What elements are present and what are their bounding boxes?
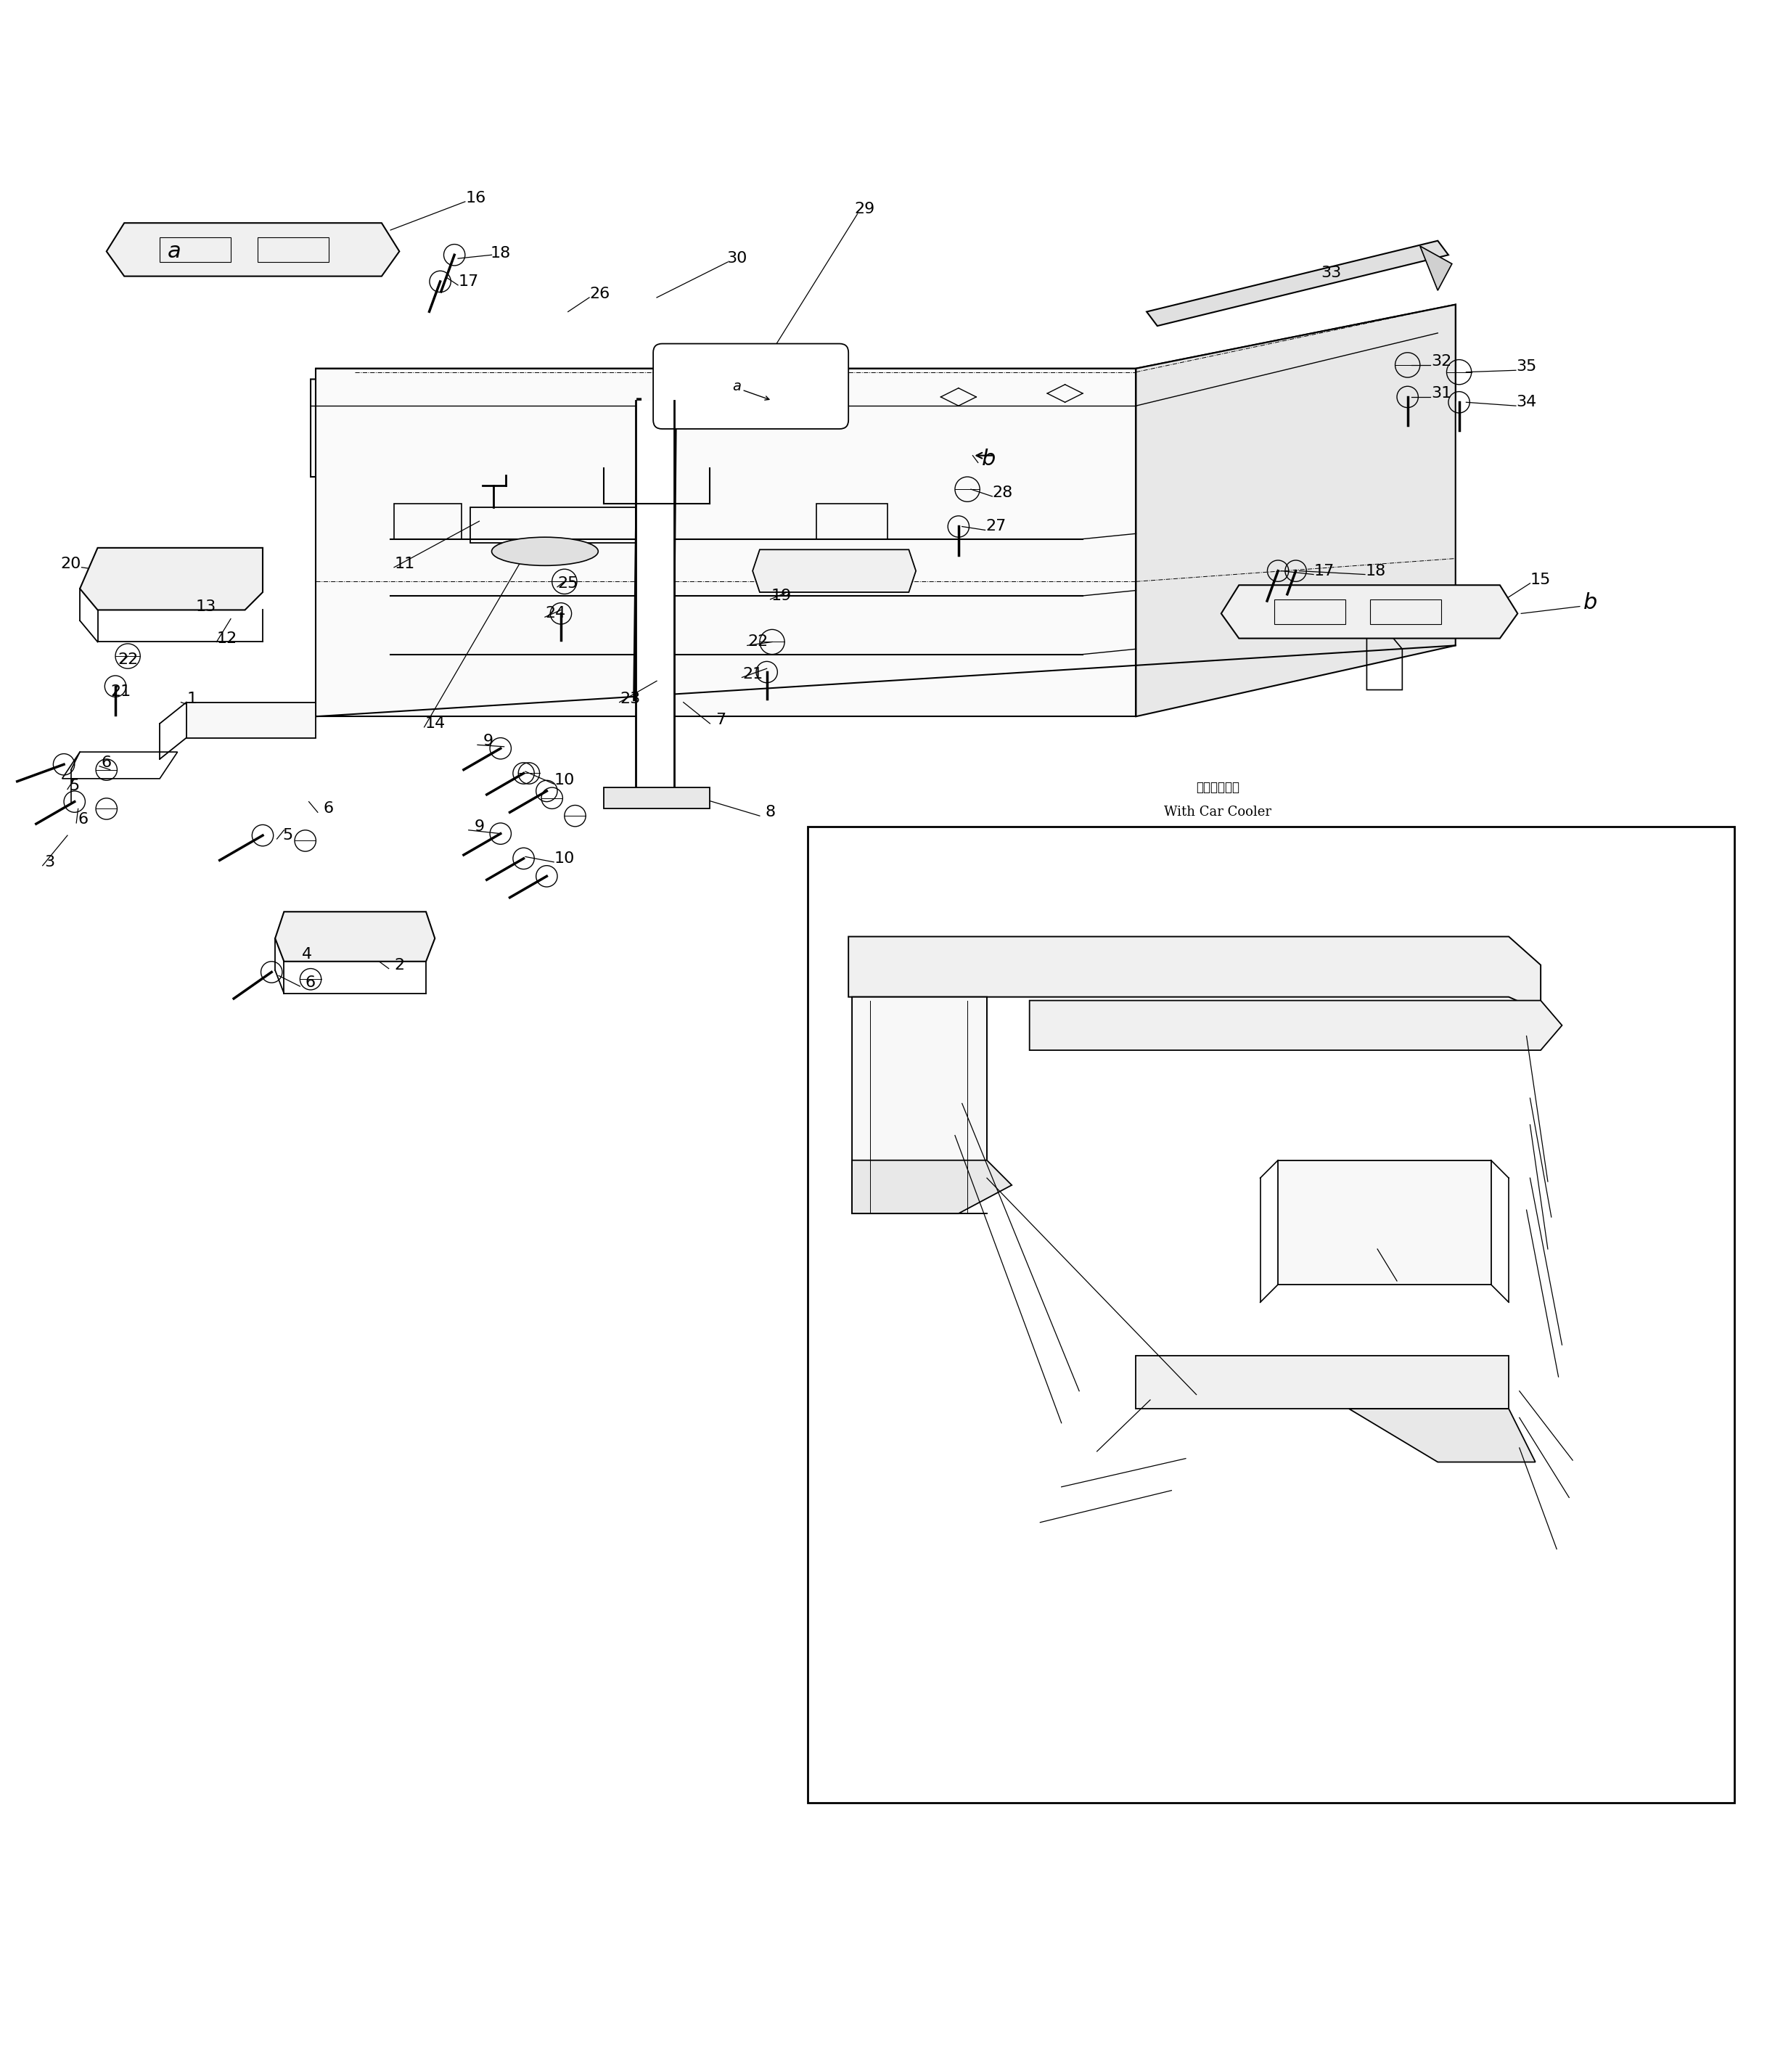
Text: 6: 6 (323, 802, 334, 816)
Text: 41: 41 (1571, 1488, 1589, 1502)
Text: 18: 18 (1365, 564, 1386, 578)
Text: 5: 5 (282, 829, 293, 843)
Polygon shape (80, 547, 263, 609)
Text: 28: 28 (1553, 1206, 1571, 1220)
Text: b: b (982, 448, 996, 470)
Text: 28: 28 (992, 485, 1014, 499)
Text: a: a (733, 379, 740, 394)
Text: 24: 24 (545, 607, 566, 622)
Text: 20: 20 (60, 557, 82, 572)
Text: 10: 10 (554, 773, 575, 787)
Text: 16: 16 (465, 191, 486, 205)
Text: 33: 33 (1321, 265, 1342, 280)
Bar (1274, 599, 1345, 624)
Text: 4: 4 (302, 947, 312, 961)
Text: 6: 6 (101, 756, 112, 771)
Text: 22: 22 (747, 634, 769, 649)
Polygon shape (106, 224, 399, 276)
Polygon shape (1029, 1001, 1562, 1051)
Text: カークーラ付: カークーラ付 (1196, 781, 1239, 794)
Text: 25: 25 (1081, 1380, 1099, 1394)
Text: 34: 34 (1516, 396, 1537, 410)
Text: 37: 37 (1042, 1513, 1060, 1527)
Text: 40: 40 (1574, 1450, 1592, 1465)
Text: 24: 24 (1063, 1413, 1081, 1428)
Polygon shape (1221, 584, 1518, 638)
Text: 21: 21 (110, 684, 131, 698)
Polygon shape (848, 937, 1541, 1011)
Bar (1370, 599, 1441, 624)
Text: 17: 17 (458, 274, 479, 288)
Text: 22: 22 (117, 653, 138, 667)
Polygon shape (1147, 240, 1448, 325)
Text: b: b (1583, 593, 1598, 613)
Text: 12: 12 (217, 632, 238, 646)
Polygon shape (186, 702, 316, 738)
Text: 8: 8 (765, 806, 776, 821)
Text: 18: 18 (490, 247, 511, 261)
Text: 11: 11 (394, 557, 415, 572)
Polygon shape (316, 305, 1455, 439)
Polygon shape (275, 912, 435, 961)
Polygon shape (753, 549, 916, 593)
Text: 27: 27 (985, 520, 1006, 535)
Text: 15: 15 (1530, 572, 1551, 586)
Text: 23: 23 (1399, 1270, 1416, 1285)
Text: 30: 30 (726, 251, 747, 265)
Text: 9: 9 (483, 733, 493, 748)
Text: 5: 5 (69, 779, 80, 794)
Text: 25: 25 (557, 576, 579, 591)
Bar (808, 827, 1734, 1803)
Text: a: a (167, 240, 181, 261)
Text: 32: 32 (1431, 354, 1452, 369)
Text: 21: 21 (742, 667, 763, 682)
Text: 23: 23 (619, 692, 641, 707)
Polygon shape (852, 1160, 1012, 1214)
Text: 38: 38 (1063, 1475, 1081, 1490)
FancyBboxPatch shape (653, 344, 848, 429)
Polygon shape (311, 315, 1456, 477)
Text: 26: 26 (589, 286, 611, 300)
Text: 26: 26 (1550, 1171, 1567, 1185)
Text: 19: 19 (770, 588, 792, 603)
Ellipse shape (492, 537, 598, 566)
Polygon shape (1420, 247, 1452, 290)
Polygon shape (1136, 305, 1455, 717)
Text: 31: 31 (1431, 385, 1452, 400)
Polygon shape (852, 997, 987, 1214)
Text: With Car Cooler: With Car Cooler (1164, 806, 1271, 818)
Text: 35: 35 (1516, 361, 1537, 375)
Bar (160, 236, 231, 261)
Polygon shape (316, 369, 1136, 717)
Text: 29: 29 (854, 201, 875, 215)
Polygon shape (1349, 1409, 1535, 1463)
Text: 22: 22 (1564, 1334, 1582, 1349)
Text: 7: 7 (715, 713, 726, 727)
Text: 10: 10 (554, 852, 575, 866)
Polygon shape (604, 787, 710, 808)
Text: 14: 14 (424, 717, 446, 731)
Text: 6: 6 (78, 812, 89, 827)
Polygon shape (635, 400, 674, 806)
Text: 13: 13 (195, 599, 217, 613)
Polygon shape (1136, 1355, 1509, 1409)
Text: 27: 27 (1550, 1239, 1567, 1254)
Text: 39: 39 (1558, 1537, 1576, 1552)
Text: 21: 21 (1560, 1365, 1578, 1380)
Text: 19: 19 (1198, 1384, 1216, 1399)
Text: 36: 36 (1099, 1440, 1116, 1455)
Text: 17: 17 (1314, 564, 1335, 578)
Polygon shape (1278, 1160, 1491, 1285)
Text: 3: 3 (44, 856, 55, 870)
Text: 2: 2 (394, 957, 405, 972)
Text: 1: 1 (186, 692, 197, 707)
Bar (257, 236, 328, 261)
Text: 9: 9 (474, 818, 485, 833)
Text: 6: 6 (305, 976, 316, 990)
